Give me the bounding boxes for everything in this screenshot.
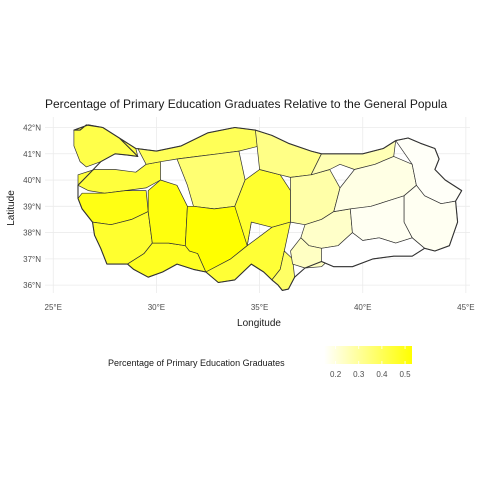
region-marmara-south: [77, 161, 161, 194]
region-black-sea-central: [255, 129, 322, 178]
y-tick-label: 42°N: [23, 124, 41, 133]
region-west-anatolia: [147, 179, 188, 247]
legend-tick-label: 0.4: [376, 370, 388, 379]
y-tick-label: 36°N: [23, 281, 41, 290]
region-ankara: [176, 150, 246, 210]
legend-colorbar: [324, 346, 412, 364]
axis-ticks: 25°E 30°E 35°E 40°E 45°E 36°N 37°N 38°N 39°N 40°N…: [23, 124, 474, 312]
y-tick-label: 41°N: [23, 150, 41, 159]
x-tick-label: 30°E: [148, 303, 165, 312]
legend: Percentage of Primary Education Graduate…: [108, 346, 412, 379]
x-tick-label: 25°E: [45, 303, 62, 312]
map-title: Percentage of Primary Education Graduate…: [45, 97, 448, 111]
legend-tick-label: 0.5: [399, 370, 411, 379]
x-tick-label: 40°E: [354, 303, 371, 312]
legend-ticks: 0.2 0.3 0.4 0.5: [330, 346, 411, 379]
legend-title: Percentage of Primary Education Graduate…: [108, 358, 285, 368]
x-tick-label: 45°E: [457, 303, 474, 312]
region-thrace: [73, 124, 139, 168]
province-layer: [73, 124, 463, 291]
country-outline: [73, 124, 463, 291]
x-tick-label: 35°E: [251, 303, 268, 312]
y-tick-label: 37°N: [23, 255, 41, 264]
legend-tick-label: 0.3: [353, 370, 365, 379]
y-tick-label: 39°N: [23, 202, 41, 211]
y-tick-label: 40°N: [23, 176, 41, 185]
legend-tick-label: 0.2: [330, 370, 342, 379]
y-axis-title: Latitude: [6, 190, 17, 226]
x-axis-title: Longitude: [237, 318, 281, 329]
country-outline-layer: [73, 124, 463, 291]
y-tick-label: 38°N: [23, 229, 41, 238]
